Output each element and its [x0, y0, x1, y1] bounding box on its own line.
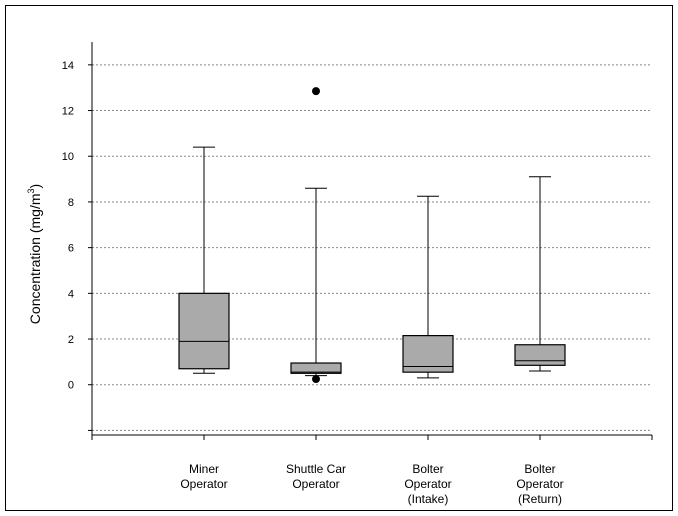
outlier-point	[312, 375, 320, 384]
category-label-line: Miner	[189, 462, 219, 476]
category-label-line: Operator	[516, 477, 563, 491]
box-group	[290, 87, 342, 384]
category-label-line: Operator	[180, 477, 227, 491]
axes	[88, 42, 653, 440]
category-label: Bolter Operator (Return)	[516, 462, 563, 506]
y-axis-title: Concentration (mg/m3)	[26, 184, 43, 324]
category-label: Bolter Operator (Intake)	[404, 462, 451, 506]
category-label-line: (Intake)	[408, 492, 449, 506]
box-iqr	[290, 362, 342, 374]
box-group	[514, 176, 566, 372]
category-label-line: Bolter	[524, 462, 555, 476]
box-group	[402, 195, 454, 379]
y-axis-title-superscript: 3	[26, 188, 36, 193]
category-label-line: Operator	[292, 477, 339, 491]
y-tick-labels: 0 2 4 6 8 10 12 14	[62, 60, 74, 392]
y-tick-label: 6	[68, 243, 74, 255]
y-tick-label: 2	[68, 334, 74, 346]
box-iqr	[514, 344, 566, 366]
y-axis-title-suffix: )	[27, 184, 43, 189]
box-group	[178, 146, 230, 374]
category-label: Miner Operator	[180, 462, 227, 491]
category-label: Shuttle Car Operator	[286, 462, 346, 491]
category-label-line: Bolter	[412, 462, 443, 476]
y-tick-label: 14	[62, 60, 74, 72]
grid-lines	[92, 64, 652, 431]
y-tick-label: 0	[68, 380, 74, 392]
category-label-line: Shuttle Car	[286, 462, 346, 476]
y-axis-title-main: Concentration (mg/m	[27, 193, 43, 324]
chart-frame: 0 2 4 6 8 10 12 14 Miner Operator Shuttle Car Oper…	[5, 5, 673, 511]
category-label-line: Operator	[404, 477, 451, 491]
box-iqr	[178, 292, 230, 370]
y-tick-label: 10	[62, 151, 74, 163]
y-tick-label: 8	[68, 197, 74, 209]
category-label-line: (Return)	[518, 492, 562, 506]
y-tick-label: 4	[68, 288, 74, 300]
outlier-point	[312, 87, 320, 96]
y-tick-label: 12	[62, 106, 74, 118]
box-series	[178, 87, 566, 384]
